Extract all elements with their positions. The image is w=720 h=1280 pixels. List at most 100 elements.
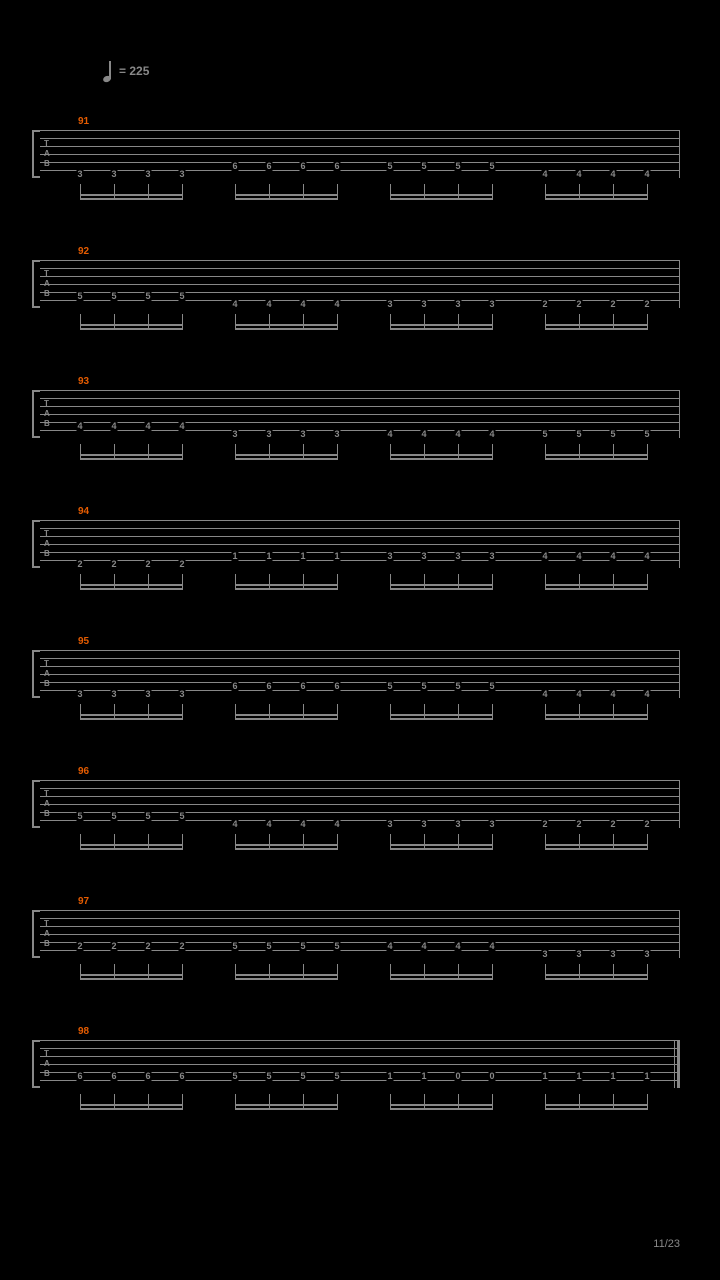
staff-line [40,820,680,821]
fret-number: 5 [265,941,272,951]
staff-bracket [32,1040,40,1088]
staff-line [40,918,680,919]
staff-line [40,422,680,423]
barline [679,130,680,178]
fret-number: 3 [454,819,461,829]
fret-number: 2 [643,819,650,829]
fret-number: 4 [265,299,272,309]
fret-number: 4 [643,551,650,561]
fret-number: 3 [386,299,393,309]
beam-secondary [80,1104,183,1106]
fret-number: 5 [575,429,582,439]
staff-line [40,690,680,691]
staff-line [40,1048,680,1049]
measure-number: 95 [78,636,89,647]
staff-line [40,1064,680,1065]
staff-line [40,934,680,935]
staff-line [40,560,680,561]
beam-primary [390,328,493,330]
fret-number: 4 [609,689,616,699]
beam-secondary [80,714,183,716]
measure-number: 96 [78,766,89,777]
fret-number: 1 [333,551,340,561]
fret-number: 4 [420,941,427,951]
staff-line [40,398,680,399]
fret-number: 6 [110,1071,117,1081]
tab-label: TAB [44,1049,50,1079]
beam-secondary [545,1104,648,1106]
staff-line [40,406,680,407]
beam-secondary [545,974,648,976]
fret-number: 5 [333,941,340,951]
fret-number: 3 [76,689,83,699]
fret-number: 5 [609,429,616,439]
fret-number: 3 [609,949,616,959]
staff-line [40,942,680,943]
beam-secondary [80,584,183,586]
fret-number: 5 [110,291,117,301]
staff-line [40,804,680,805]
fret-number: 1 [609,1071,616,1081]
staff-bracket [32,390,40,438]
fret-number: 4 [386,429,393,439]
fret-number: 5 [454,161,461,171]
beam-primary [235,718,338,720]
fret-number: 5 [110,811,117,821]
fret-number: 4 [575,169,582,179]
beam-primary [80,978,183,980]
fret-number: 5 [299,941,306,951]
measure-number: 92 [78,246,89,257]
fret-number: 4 [643,169,650,179]
beam-primary [390,1108,493,1110]
beam-secondary [390,974,493,976]
fret-number: 2 [575,299,582,309]
staff: TAB5555444433332222 [40,780,680,828]
staff-line [40,260,680,261]
fret-number: 5 [420,681,427,691]
staff-line [40,528,680,529]
beam-primary [390,848,493,850]
staff: TAB6666555511001111 [40,1040,680,1088]
staff-line [40,910,680,911]
beam-secondary [390,1104,493,1106]
beam-primary [545,978,648,980]
beam-primary [235,1108,338,1110]
beam-secondary [235,324,338,326]
fret-number: 5 [265,1071,272,1081]
staff-line [40,780,680,781]
beam-secondary [390,844,493,846]
staff-line [40,658,680,659]
staff-line [40,650,680,651]
fret-number: 5 [231,1071,238,1081]
fret-number: 2 [144,941,151,951]
fret-number: 4 [76,421,83,431]
fret-number: 5 [488,161,495,171]
staff: TAB4444333344445555 [40,390,680,438]
fret-number: 3 [420,299,427,309]
beam-primary [545,848,648,850]
fret-number: 4 [609,169,616,179]
quarter-note-icon [103,60,115,82]
measure-97: 97TAB2222555544443333 [40,910,680,958]
fret-number: 2 [541,299,548,309]
beam-primary [235,328,338,330]
fret-number: 6 [76,1071,83,1081]
fret-number: 5 [144,291,151,301]
barline [679,260,680,308]
fret-number: 3 [488,819,495,829]
beam-primary [235,978,338,980]
fret-number: 1 [386,1071,393,1081]
fret-number: 4 [299,819,306,829]
measure-number: 98 [78,1026,89,1037]
beam-primary [80,718,183,720]
fret-number: 3 [231,429,238,439]
fret-number: 4 [488,429,495,439]
fret-number: 4 [231,819,238,829]
beam-primary [545,198,648,200]
fret-number: 4 [110,421,117,431]
beam-primary [545,718,648,720]
staff-line [40,268,680,269]
fret-number: 4 [178,421,185,431]
fret-number: 6 [178,1071,185,1081]
beam-secondary [235,714,338,716]
